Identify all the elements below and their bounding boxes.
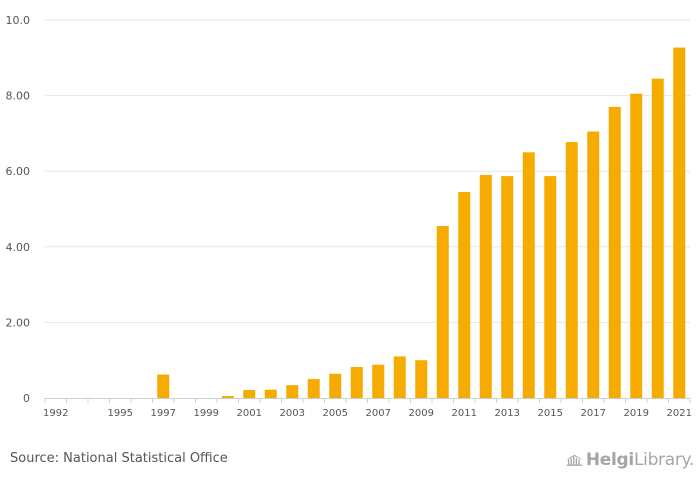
x-tick-label: 1992 bbox=[43, 408, 68, 419]
x-tick-label: 2003 bbox=[280, 408, 305, 419]
helgi-library-logo[interactable]: HelgiLibrary. bbox=[566, 448, 694, 472]
y-tick-label: 0 bbox=[23, 392, 30, 405]
x-tick-label: 1995 bbox=[108, 408, 133, 419]
x-tick-label: 1999 bbox=[194, 408, 219, 419]
brand-name-suffix: Library. bbox=[633, 450, 694, 470]
x-tick-label: 2001 bbox=[237, 408, 262, 419]
y-tick-label: 8.00 bbox=[6, 90, 31, 103]
x-axis bbox=[44, 398, 691, 403]
x-tick-label: 2019 bbox=[624, 408, 649, 419]
bar-1997[interactable] bbox=[157, 374, 170, 398]
y-tick-label: 2.00 bbox=[6, 316, 31, 329]
bar-2007[interactable] bbox=[372, 364, 385, 398]
bar-2005[interactable] bbox=[329, 373, 342, 398]
bar-2009[interactable] bbox=[415, 360, 428, 398]
bar-2006[interactable] bbox=[350, 367, 363, 398]
x-tick-label: 1997 bbox=[151, 408, 176, 419]
bar-2020[interactable] bbox=[651, 78, 664, 398]
x-tick-label: 2009 bbox=[409, 408, 434, 419]
bar-2017[interactable] bbox=[587, 131, 600, 398]
y-tick-label: 10.0 bbox=[6, 14, 31, 27]
bar-2011[interactable] bbox=[458, 191, 471, 398]
gridlines bbox=[45, 19, 690, 323]
y-axis-tick-labels: 0 2.00 4.00 6.00 8.00 10.0 bbox=[6, 14, 31, 405]
bar-2014[interactable] bbox=[522, 152, 535, 398]
bar-2018[interactable] bbox=[608, 106, 621, 398]
x-tick-label: 2013 bbox=[495, 408, 520, 419]
bar-2002[interactable] bbox=[264, 389, 277, 398]
x-tick-label: 2015 bbox=[538, 408, 563, 419]
bars bbox=[157, 47, 686, 399]
library-building-icon bbox=[566, 454, 583, 466]
x-tick-label: 2017 bbox=[581, 408, 606, 419]
x-axis-tick-labels: 1992 1995 1997 1999 2001 2003 2005 2007 2009 2011… bbox=[43, 408, 692, 419]
bar-2000[interactable] bbox=[221, 396, 234, 398]
bar-2013[interactable] bbox=[501, 176, 514, 398]
y-tick-label: 6.00 bbox=[6, 165, 31, 178]
bar-chart: 0 2.00 4.00 6.00 8.00 10.0 1992 1995 1997 1999 20… bbox=[6, 14, 692, 419]
y-tick-label: 4.00 bbox=[6, 241, 31, 254]
brand-name: HelgiLibrary. bbox=[586, 450, 694, 470]
x-tick-label: 2021 bbox=[667, 408, 692, 419]
brand-name-main: Helgi bbox=[585, 450, 634, 470]
bar-2016[interactable] bbox=[565, 142, 578, 398]
x-tick-label: 2007 bbox=[366, 408, 391, 419]
bar-2003[interactable] bbox=[286, 385, 299, 398]
bar-2019[interactable] bbox=[630, 93, 643, 399]
bar-2008[interactable] bbox=[393, 356, 406, 398]
bar-2021[interactable] bbox=[673, 47, 686, 399]
x-tick-label: 2005 bbox=[323, 408, 348, 419]
bar-2015[interactable] bbox=[544, 176, 557, 398]
source-note: Source: National Statistical Office bbox=[10, 451, 228, 466]
bar-2001[interactable] bbox=[243, 390, 256, 398]
bar-2010[interactable] bbox=[436, 226, 449, 398]
x-tick-label: 2011 bbox=[452, 408, 477, 419]
bar-2004[interactable] bbox=[307, 379, 320, 398]
bar-2012[interactable] bbox=[479, 174, 492, 398]
